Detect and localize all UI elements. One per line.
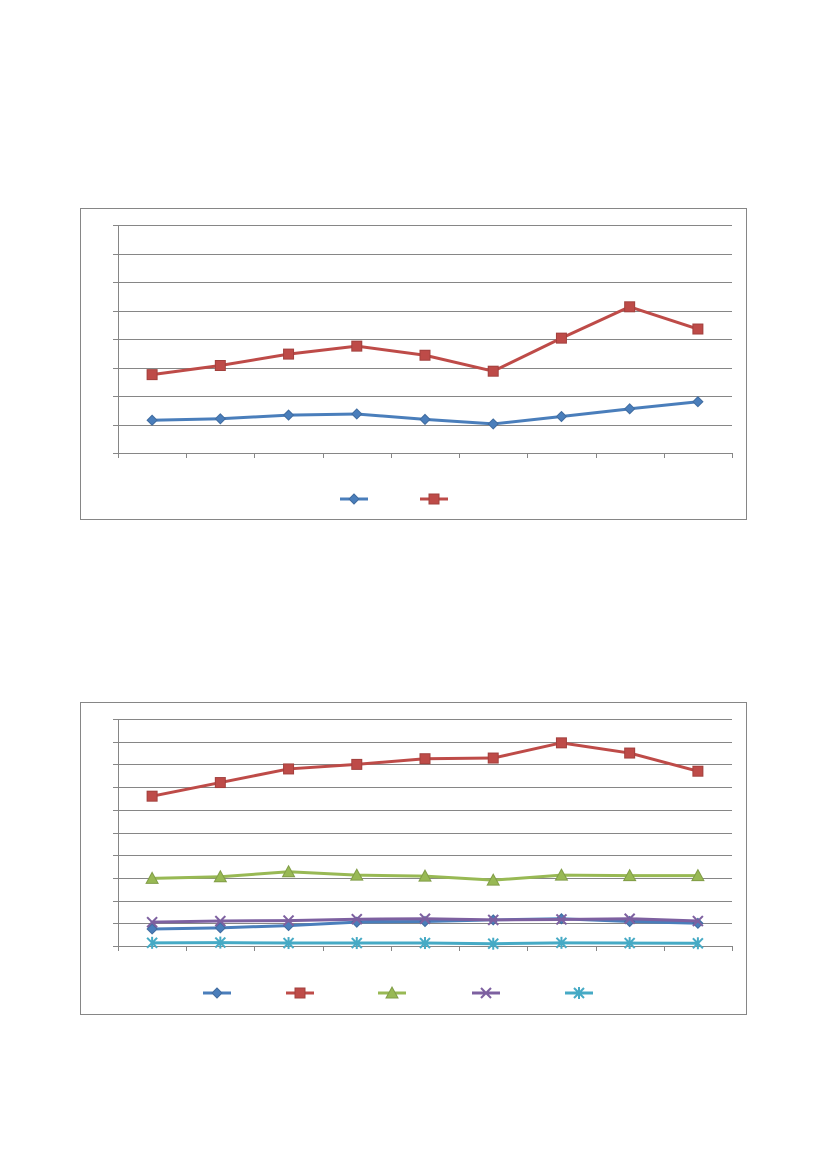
chart-1-legend-item-2 (420, 493, 448, 505)
chart-1-series-1-point (146, 414, 158, 426)
chart-2-series-4-point (351, 913, 363, 925)
chart-2-series-2-point (351, 758, 363, 770)
chart-2-legend-marker-5 (573, 987, 585, 999)
chart-2-series-3 (145, 864, 705, 886)
chart-2-legend-item-2 (286, 987, 314, 999)
chart-1-series-2-point (146, 369, 158, 381)
chart-1-series-2-point (419, 349, 431, 361)
chart-2-series-2-point (214, 777, 226, 789)
chart-2-series-4-point (555, 913, 568, 926)
chart-2-series-4-point (282, 914, 295, 927)
chart-1-series-2-point (487, 365, 499, 377)
chart-2-series-5-point (419, 937, 431, 950)
chart-2-series-4-point (214, 915, 227, 927)
chart-2-series-2-line (150, 741, 700, 798)
chart-2-series-5-point (623, 937, 636, 950)
chart-2-series-2-point (146, 790, 158, 802)
chart-1-series-2-point (351, 340, 363, 352)
chart-1-series-1-point (555, 410, 568, 423)
chart-1-series-2-point (214, 360, 226, 372)
chart-2-series-5-point (146, 936, 158, 949)
chart-1-series-1-point (214, 413, 227, 425)
chart-2-legend-item-1 (203, 987, 231, 999)
chart-2-series-4-point (692, 915, 704, 927)
chart-1-series-2-point (283, 348, 295, 360)
chart-2-x-ticks (118, 946, 733, 951)
chart-1-legend-item-1 (340, 493, 368, 505)
chart-2-gridlines (113, 719, 732, 924)
chart-2-series-3-point (554, 868, 569, 881)
chart-2-series-2-point (419, 753, 431, 765)
chart-2-legend-item-3 (378, 985, 406, 999)
chart-2-series-2-point (555, 737, 567, 749)
chart-2-series-4-point (146, 916, 158, 928)
chart-1-series-1-point (623, 403, 636, 415)
chart-2-series-2-point (283, 763, 295, 775)
chart-1-series-1-point (487, 418, 499, 430)
chart-2-series-5-point (351, 937, 363, 950)
chart-2-series-3-point (349, 868, 364, 881)
chart-2-series-3-point (281, 864, 296, 878)
chart-2-legend-item-5 (565, 987, 593, 999)
chart-2-legend-marker-4 (480, 987, 492, 999)
chart-2-plot (113, 719, 733, 999)
chart-2-series-4 (146, 913, 704, 928)
chart-1-series-2-line (150, 305, 700, 377)
chart-2-series-5 (146, 936, 704, 950)
chart-2-series-3-point (691, 868, 705, 882)
chart-1-series-1-point (419, 413, 431, 426)
chart-2-series-4-point (419, 913, 431, 925)
chart-2-legend-item-4 (472, 987, 500, 999)
chart-2-legend-marker-3 (385, 985, 399, 999)
chart-2-series-2-point (487, 752, 499, 764)
chart-2-series-2-point (692, 765, 704, 777)
chart-2-legend (203, 985, 593, 999)
chart-2 (80, 702, 747, 1015)
chart-1-series-2 (146, 301, 704, 381)
chart-1-legend-marker-1 (348, 493, 360, 505)
chart-2-series-5-point (214, 936, 227, 949)
chart-1-gridlines (113, 225, 732, 426)
chart-2-series-2-point (624, 747, 636, 759)
chart-1-series-2-point (692, 323, 704, 335)
chart-2-series-1-point (146, 923, 158, 935)
chart-1-series-1 (146, 395, 704, 430)
chart-2-series-1-point (214, 922, 227, 934)
chart-2-series-5-point (555, 936, 568, 949)
chart-2-series-5-point (487, 937, 499, 950)
chart-1-legend-marker-2 (428, 493, 440, 505)
chart-2-series-4-point (487, 914, 499, 926)
chart-2-series-5-point (282, 937, 295, 950)
chart-1-x-ticks (118, 453, 733, 458)
chart-2-series-3-point (213, 869, 228, 883)
chart-1 (80, 208, 747, 520)
chart-1-series-2-point (555, 332, 567, 344)
chart-1-series-2-point (624, 301, 636, 313)
chart-2-series-3-point (145, 871, 159, 884)
chart-1-plot (113, 225, 733, 505)
chart-2-series-5-point (692, 937, 704, 950)
chart-2-series-3-point (622, 868, 637, 882)
chart-1-series-1-point (282, 409, 295, 421)
chart-2-series-3-point (486, 873, 501, 886)
chart-2-series-2 (146, 737, 704, 802)
chart-2-series-3-point (418, 869, 432, 882)
chart-1-series-1-point (692, 395, 704, 408)
chart-1-series-1-point (351, 408, 363, 420)
chart-1-legend (340, 493, 448, 505)
chart-2-legend-marker-1 (211, 987, 223, 999)
chart-2-legend-marker-2 (294, 987, 306, 999)
chart-2-series-4-point (623, 913, 636, 925)
